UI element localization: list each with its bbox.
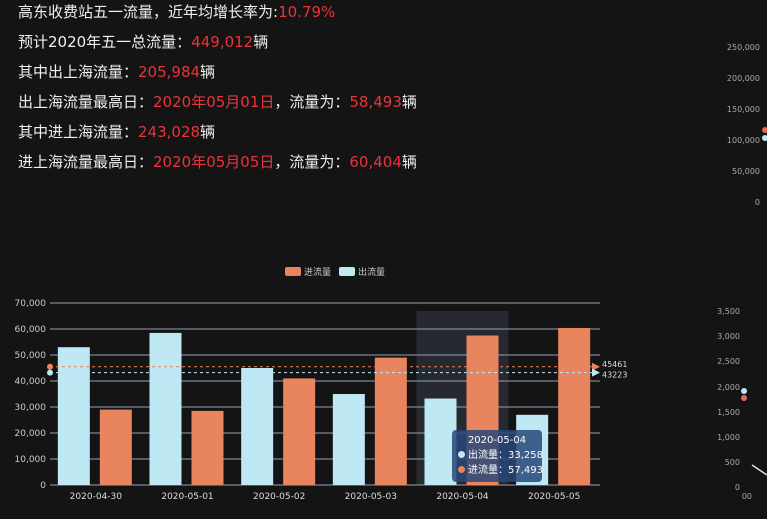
tooltip-row-outbound: 出流量：33,258: [458, 448, 543, 463]
bar-inbound: [558, 327, 591, 485]
y-tick-label: 10,000: [15, 455, 47, 465]
bar-outbound: [241, 368, 274, 485]
stat-outbound-flow: 其中出上海流量：205,984辆: [18, 63, 216, 81]
y-tick-label: 50,000: [732, 167, 760, 176]
stats-panel: 高东收费站五一流量，近年均增长率为:10.79% 预计2020年五一总流量：44…: [18, 0, 417, 180]
bar-outbound: [57, 347, 90, 485]
y-tick-label: 1,500: [717, 407, 740, 417]
right-bottom-mark-dot: [741, 388, 747, 394]
y-tick-label: 30,000: [15, 403, 47, 413]
mark-line-start-dot: [47, 363, 53, 370]
bar-inbound: [99, 409, 132, 485]
y-tick-label: 3,500: [717, 307, 740, 316]
chart-legend: 进流量 出流量: [285, 265, 385, 278]
y-tick-label: 2,000: [717, 382, 740, 392]
mark-line-arrow: [592, 368, 600, 377]
right-bottom-line-series: [751, 464, 767, 476]
stat-inbound-peak: 进上海流量最高日：2020年05月05日，流量为：60,404辆: [18, 153, 417, 171]
x-tick-label: 2020-05-01: [161, 492, 213, 502]
mark-line-label: 43223: [602, 371, 627, 380]
right-top-mark-dot: [762, 127, 767, 133]
y-tick-label: 60,000: [15, 325, 47, 335]
y-tick-label: 200,000: [726, 74, 760, 83]
y-tick-label: 1,000: [717, 433, 740, 442]
y-tick-label: 2,500: [717, 357, 740, 367]
x-tick-label: 2020-05-05: [528, 492, 580, 502]
bar-inbound: [191, 410, 224, 485]
y-tick-label: 250,000: [726, 43, 760, 52]
y-tick-label: 0: [40, 481, 46, 491]
y-tick-label: 0: [754, 198, 760, 207]
tooltip-title: 2020-05-04: [467, 435, 527, 446]
y-tick-label: 40,000: [15, 377, 47, 387]
right-bottom-mark-dot: [741, 395, 747, 401]
stat-outbound-peak: 出上海流量最高日：2020年05月01日，流量为：58,493辆: [18, 93, 417, 111]
y-tick-label: 100,000: [726, 136, 760, 145]
mark-line-arrow: [592, 362, 600, 371]
stat-growth-rate: 高东收费站五一流量，近年均增长率为:10.79%: [18, 3, 336, 21]
x-tick-label: 2020-04-30: [70, 492, 123, 502]
chart-tooltip: 2020-05-04 出流量：33,258 进流量：57,493: [452, 430, 543, 482]
y-tick-label: 0: [734, 483, 740, 493]
x-tick-label: 2020-05-03: [345, 492, 397, 502]
legend-item-outbound[interactable]: 出流量: [339, 265, 385, 278]
tooltip-row-inbound: 进流量：57,493: [458, 463, 543, 478]
stat-total-flow: 预计2020年五一总流量：449,012辆: [18, 33, 269, 51]
bar-outbound: [332, 394, 365, 485]
y-tick-label: 20,000: [15, 429, 47, 439]
y-tick-label: 50,000: [15, 351, 47, 361]
x-tick-label: 2020-05-02: [253, 492, 305, 502]
right-bottom-x-label: 00: [741, 492, 752, 501]
mark-line-label: 45461: [602, 360, 627, 369]
y-tick-label: 70,000: [15, 299, 47, 309]
y-tick-label: 500: [724, 458, 740, 468]
mark-line-start-dot: [47, 369, 53, 376]
bar-inbound: [283, 378, 316, 485]
y-tick-label: 150,000: [726, 105, 760, 114]
bar-inbound: [374, 357, 407, 485]
y-tick-label: 3,000: [717, 332, 740, 342]
legend-item-inbound[interactable]: 进流量: [285, 265, 331, 278]
bar-outbound: [149, 332, 182, 485]
right-top-mark-dot: [762, 135, 767, 141]
stat-inbound-flow: 其中进上海流量：243,028辆: [18, 123, 216, 141]
bar-outbound: [424, 398, 457, 485]
x-tick-label: 2020-05-04: [436, 492, 489, 502]
